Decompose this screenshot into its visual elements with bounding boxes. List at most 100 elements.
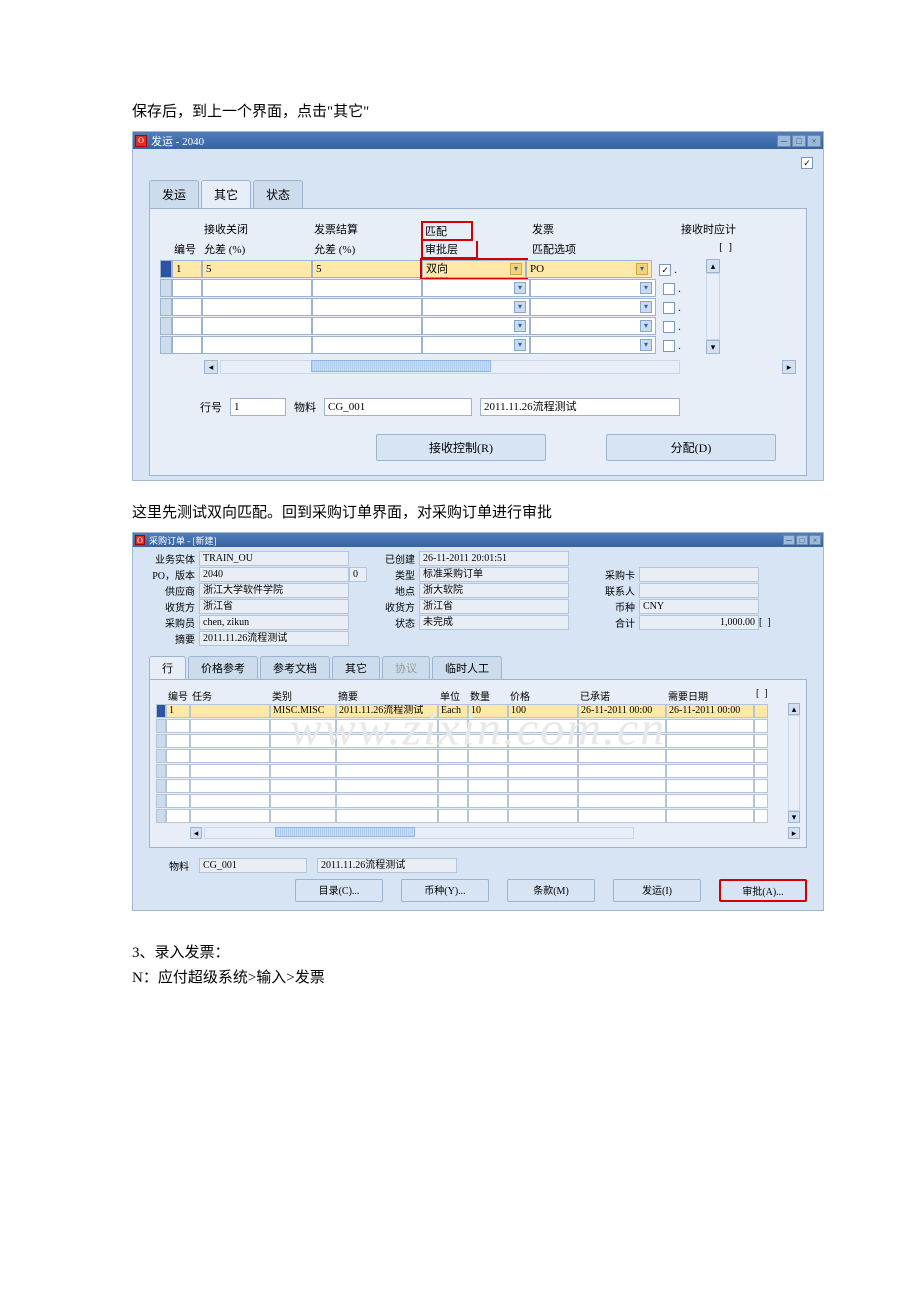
dropdown-icon[interactable]: ▾	[510, 263, 522, 275]
cell-no[interactable]: 1	[172, 260, 202, 278]
scroll-right-icon[interactable]: ▸	[782, 360, 796, 374]
tab-other[interactable]: 其它	[332, 656, 380, 679]
titlebar: 采购订单 - [新建] ─ □ ×	[133, 533, 823, 547]
g2-qty[interactable]: 10	[468, 704, 508, 718]
para-4: N：应付超级系统>输入>发票	[132, 966, 788, 987]
type-field[interactable]: 标准采购订单	[419, 567, 569, 582]
recv-field[interactable]: 浙江省	[419, 599, 569, 614]
site-field[interactable]: 浙大软院	[419, 583, 569, 598]
minimize-icon[interactable]: ─	[783, 535, 795, 545]
curr-label: 币种	[569, 599, 639, 614]
currency-button[interactable]: 币种(Y)...	[401, 879, 489, 902]
grid-row[interactable]: 1 5 5 双向▾ PO▾ ✓ .	[160, 260, 688, 278]
allocate-button[interactable]: 分配(D)	[606, 434, 776, 461]
grid2-row[interactable]: 1 MISC.MISC 2011.11.26流程测试 Each 10 100 2…	[156, 704, 784, 718]
row-marker[interactable]	[156, 704, 166, 718]
grid-row[interactable]: ▾ ▾ .	[160, 336, 688, 354]
g2-price[interactable]: 100	[508, 704, 578, 718]
tab-status[interactable]: 状态	[253, 180, 303, 208]
contact-label: 联系人	[569, 583, 639, 598]
biz-entity-field[interactable]: TRAIN_OU	[199, 551, 349, 566]
buyer-label: 采购员	[139, 615, 199, 630]
g2-cat[interactable]: MISC.MISC	[270, 704, 336, 718]
caption-2: 这里先测试双向匹配。回到采购订单界面，对采购订单进行审批	[132, 501, 788, 522]
biz-entity-label: 业务实体	[139, 551, 199, 566]
hdr-opt: 发票	[532, 221, 660, 241]
hdr-no: 编号	[174, 241, 204, 259]
desc-field[interactable]: 2011.11.26流程测试	[317, 858, 457, 873]
minimize-icon[interactable]: ─	[777, 135, 791, 147]
dropdown-icon[interactable]: ▾	[514, 282, 526, 294]
scrollbar-track[interactable]	[220, 360, 680, 374]
rev-field[interactable]: 0	[349, 567, 367, 582]
cell-recv-tol[interactable]: 5	[202, 260, 312, 278]
grid-row[interactable]: ▾ ▾ .	[160, 317, 688, 335]
g2-no[interactable]: 1	[166, 704, 190, 718]
g2-need[interactable]: 26-11-2011 00:00	[666, 704, 754, 718]
grid-row[interactable]: ▾ ▾ .	[160, 298, 688, 316]
tab-agreement[interactable]: 协议	[382, 656, 430, 679]
desc-field[interactable]: 2011.11.26流程测试	[480, 398, 680, 416]
scroll-left-icon[interactable]: ◂	[204, 360, 218, 374]
dropdown-icon[interactable]: ▾	[640, 282, 652, 294]
row-marker[interactable]	[160, 260, 172, 278]
created-field[interactable]: 26-11-2011 20:01:51	[419, 551, 569, 566]
tab-shipping[interactable]: 发运	[149, 180, 199, 208]
approve-button[interactable]: 审批(A)...	[719, 879, 807, 902]
po-field[interactable]: 2040	[199, 567, 349, 582]
header-checkbox[interactable]: ✓	[801, 157, 813, 169]
row-checkbox[interactable]	[663, 283, 675, 295]
window-title: 发运 - 2040	[151, 133, 204, 149]
status-label: 状态	[369, 615, 419, 630]
scroll-down-icon[interactable]: ▾	[788, 811, 800, 823]
contact-field[interactable]	[639, 583, 759, 598]
tab-ref-doc[interactable]: 参考文档	[260, 656, 330, 679]
material-field[interactable]: CG_001	[324, 398, 472, 416]
line-no-field[interactable]: 1	[230, 398, 286, 416]
curr-field[interactable]: CNY	[639, 599, 759, 614]
summary-field[interactable]: 2011.11.26流程测试	[199, 631, 349, 646]
cell-match-opt[interactable]: PO▾	[526, 260, 652, 278]
g2-summary[interactable]: 2011.11.26流程测试	[336, 704, 438, 718]
buyer-field[interactable]: chen, zikun	[199, 615, 349, 630]
ship-button[interactable]: 发运(I)	[613, 879, 701, 902]
billto-field[interactable]: 浙江省	[199, 599, 349, 614]
card-field[interactable]	[639, 567, 759, 582]
po-window: 采购订单 - [新建] ─ □ × www.zixin.com.cn 业务实体 …	[132, 532, 824, 911]
tab-price-ref[interactable]: 价格参考	[188, 656, 258, 679]
g2-uom[interactable]: Each	[438, 704, 468, 718]
close-icon[interactable]: ×	[809, 535, 821, 545]
cell-match-level[interactable]: 双向▾	[422, 260, 526, 278]
catalog-button[interactable]: 目录(C)...	[295, 879, 383, 902]
site-label: 地点	[369, 583, 419, 598]
supplier-field[interactable]: 浙江大学软件学院	[199, 583, 349, 598]
grid-row[interactable]: ▾ ▾ .	[160, 279, 688, 297]
app-icon	[135, 535, 145, 545]
row-checkbox[interactable]: ✓	[659, 264, 671, 276]
close-icon[interactable]: ×	[807, 135, 821, 147]
row-marker[interactable]	[160, 279, 172, 297]
app-icon	[135, 135, 147, 147]
material-field[interactable]: CG_001	[199, 858, 307, 873]
status-field[interactable]: 未完成	[419, 615, 569, 630]
maximize-icon[interactable]: □	[796, 535, 808, 545]
scroll-up-icon[interactable]: ▴	[788, 703, 800, 715]
terms-button[interactable]: 条款(M)	[507, 879, 595, 902]
tab-line[interactable]: 行	[149, 656, 186, 679]
g2-promised[interactable]: 26-11-2011 00:00	[578, 704, 666, 718]
recv-control-button[interactable]: 接收控制(R)	[376, 434, 546, 461]
tab-temp-labor[interactable]: 临时人工	[432, 656, 502, 679]
maximize-icon[interactable]: □	[792, 135, 806, 147]
titlebar: 发运 - 2040 ─ □ ×	[133, 132, 823, 149]
billto-label: 收货方	[139, 599, 199, 614]
scrollbar-thumb[interactable]	[311, 360, 491, 372]
tab-other[interactable]: 其它	[201, 180, 251, 208]
scroll-right-icon[interactable]: ▸	[788, 827, 800, 839]
cell-inv-tol[interactable]: 5	[312, 260, 422, 278]
dropdown-icon[interactable]: ▾	[636, 263, 648, 275]
total-field[interactable]: 1,000.00	[639, 615, 759, 630]
scroll-left-icon[interactable]: ◂	[190, 827, 202, 839]
scroll-down-icon[interactable]: ▾	[706, 340, 720, 354]
scroll-up-icon[interactable]: ▴	[706, 259, 720, 273]
g2-svc[interactable]	[190, 704, 270, 718]
